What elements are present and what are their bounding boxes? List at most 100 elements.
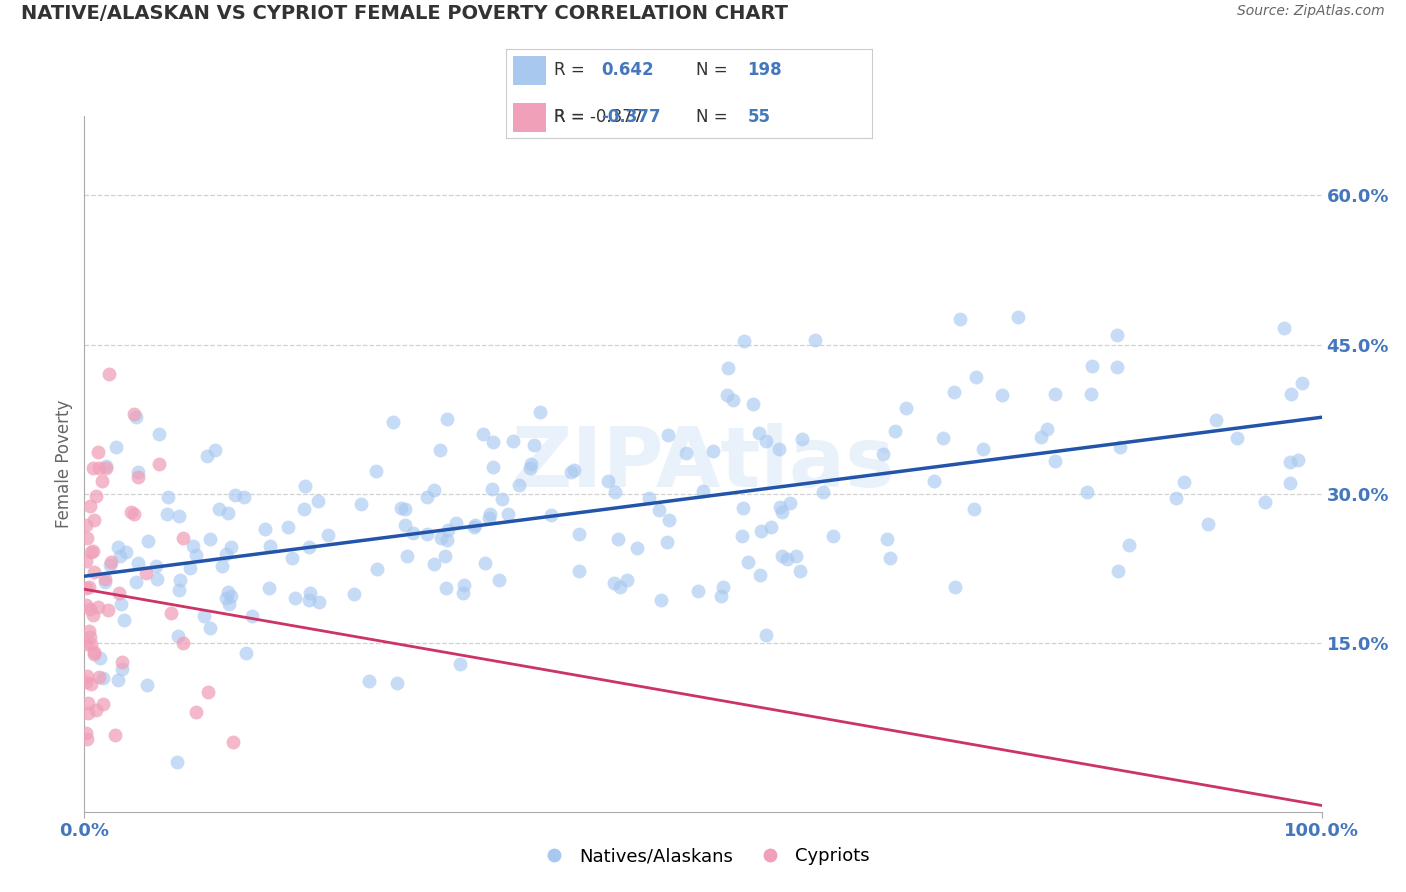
Point [603, 576, 626, 591]
Point [91, 671, 114, 685]
Point [87, 444, 110, 458]
Point [429, 442, 451, 457]
Point [657, 428, 679, 442]
Point [463, 520, 485, 534]
Point [879, 551, 901, 566]
Point [626, 541, 648, 555]
Point [658, 513, 681, 527]
Point [396, 549, 419, 563]
Point [803, 333, 825, 347]
Point [217, 506, 239, 520]
Point [748, 425, 770, 440]
Point [776, 551, 799, 566]
Point [488, 573, 510, 587]
Point [98, 368, 121, 382]
Point [449, 657, 471, 671]
Point [219, 590, 242, 604]
Point [157, 490, 180, 504]
Legend: Natives/Alaskans, Cypriots: Natives/Alaskans, Cypriots [529, 840, 877, 872]
Point [872, 447, 894, 461]
Point [136, 533, 159, 548]
Point [464, 518, 486, 533]
Point [755, 628, 778, 642]
Text: ZIPAtlas: ZIPAtlas [510, 424, 896, 504]
Point [198, 532, 221, 546]
Point [83, 644, 105, 658]
Point [737, 554, 759, 568]
Point [77, 696, 100, 710]
Point [1080, 387, 1102, 401]
Point [224, 488, 246, 502]
Point [343, 587, 366, 601]
Point [423, 483, 446, 497]
Point [444, 516, 467, 531]
Point [292, 501, 315, 516]
Point [204, 442, 226, 457]
Point [394, 502, 416, 516]
Point [770, 549, 793, 564]
Point [1291, 376, 1313, 390]
Point [107, 673, 129, 687]
Point [748, 568, 770, 582]
Point [496, 507, 519, 521]
Point [135, 566, 157, 581]
Point [179, 561, 201, 575]
Point [1197, 516, 1219, 531]
Point [963, 502, 986, 516]
Point [217, 584, 239, 599]
Point [145, 572, 167, 586]
Point [616, 573, 638, 587]
Point [1029, 429, 1052, 443]
Point [318, 528, 340, 542]
Point [560, 465, 582, 479]
Point [364, 464, 387, 478]
Point [1173, 475, 1195, 490]
Point [108, 586, 131, 600]
Point [790, 432, 813, 446]
Point [110, 597, 132, 611]
Point [122, 407, 145, 421]
Point [655, 535, 678, 549]
Point [1205, 413, 1227, 427]
Point [568, 564, 591, 578]
Point [75, 518, 97, 533]
Point [1036, 422, 1059, 436]
Point [77, 580, 100, 594]
Point [540, 508, 562, 523]
Point [181, 539, 204, 553]
Point [76, 531, 98, 545]
Point [519, 460, 541, 475]
Point [259, 539, 281, 553]
Point [768, 442, 790, 456]
Point [208, 502, 231, 516]
Point [416, 527, 439, 541]
Point [523, 438, 546, 452]
Point [1278, 455, 1301, 469]
Point [97, 603, 120, 617]
Point [120, 505, 142, 519]
Point [167, 582, 190, 597]
Point [394, 518, 416, 533]
Point [284, 591, 307, 605]
Point [1272, 320, 1295, 334]
Point [366, 562, 388, 576]
Point [1166, 491, 1188, 505]
Point [76, 669, 98, 683]
Point [437, 523, 460, 537]
Point [896, 401, 918, 415]
Point [76, 731, 98, 746]
Point [215, 548, 238, 562]
Point [111, 655, 134, 669]
Point [83, 647, 105, 661]
Point [731, 529, 754, 543]
Point [218, 597, 240, 611]
Point [478, 507, 501, 521]
Point [83, 566, 105, 580]
Point [87, 670, 110, 684]
Point [876, 532, 898, 546]
Point [294, 479, 316, 493]
Point [710, 590, 733, 604]
Point [508, 478, 530, 492]
Point [94, 459, 117, 474]
Point [568, 526, 591, 541]
